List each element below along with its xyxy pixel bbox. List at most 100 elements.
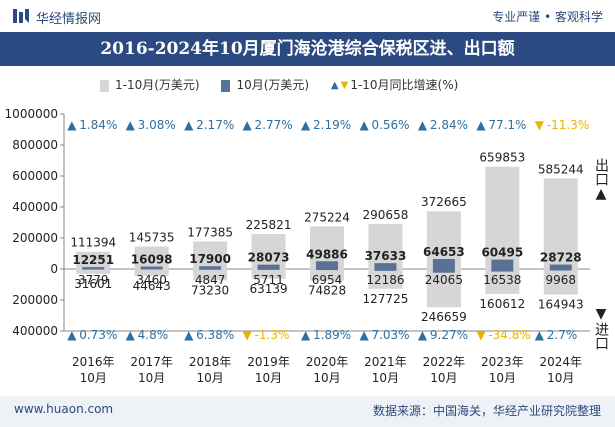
bar-import-month [140, 269, 163, 270]
bar-import-month [82, 269, 105, 270]
bar-export-month [199, 266, 222, 269]
legend-swatch-cum [100, 79, 109, 92]
label-import-month: 6954 [312, 273, 343, 287]
import-growth-label: 9.27% [430, 328, 468, 342]
x-tick-label-month: 10月 [313, 371, 340, 385]
x-tick-label-year: 2017年 [130, 355, 173, 369]
bar-export-cum [251, 233, 286, 269]
bar-export-cum [76, 251, 111, 269]
x-tick-label-month: 10月 [138, 371, 165, 385]
website-link[interactable]: www.huaon.com [14, 402, 114, 416]
logo-icon [13, 9, 29, 23]
label-export-cum: 372665 [421, 195, 467, 209]
y-tick-label: 200000 [12, 293, 58, 307]
x-tick-label-month: 10月 [489, 371, 516, 385]
label-export-month: 16098 [131, 253, 173, 267]
bar-export-cum [193, 241, 228, 269]
tagline: 专业严谨 • 客观科学 [492, 10, 603, 24]
export-growth-label: -11.3% [547, 118, 589, 132]
import-growth-label: 0.73% [79, 328, 117, 342]
import-growth-down-icon: ▼ [243, 328, 253, 342]
label-import-cum: 31601 [74, 277, 112, 291]
bar-export-month [374, 263, 397, 269]
y-tick-label: 400000 [12, 200, 58, 214]
export-growth-label: 2.84% [430, 118, 468, 132]
import-growth-label: 6.38% [196, 328, 234, 342]
bar-export-month [82, 267, 105, 269]
bar-export-month [316, 261, 338, 269]
label-export-cum: 225821 [246, 218, 292, 232]
x-tick-label-year: 2022年 [423, 355, 466, 369]
import-label: 进口 [593, 322, 609, 350]
bar-import-cum [543, 269, 578, 295]
legend: 1-10月(万美元) 10月(万美元) ▲ ▼ 1-10月同比增速(%) [100, 76, 476, 94]
data-source: 数据来源：中国海关，华经产业研究院整理 [372, 404, 601, 418]
brand-name: 华经情报网 [36, 12, 102, 27]
import-arrow-icon: ▼ [595, 306, 607, 322]
bar-import-month [549, 269, 572, 271]
chart-plot: 400000 200000 0 200000 400000 600000 800000 100… [5, 107, 590, 385]
label-import-cum: 44643 [133, 279, 171, 293]
label-import-month: 16538 [483, 273, 521, 287]
import-growth-label: -34.8% [488, 328, 530, 342]
bar-import-cum [134, 269, 169, 276]
x-tick-label-year: 2021年 [364, 355, 407, 369]
import-growth-up-icon: ▲ [184, 328, 194, 342]
bar-import-month [432, 269, 455, 273]
label-export-month: 37633 [365, 249, 407, 263]
import-growth-down-icon: ▼ [476, 328, 486, 342]
title-band [0, 32, 615, 66]
bar-import-cum [426, 269, 461, 308]
export-growth-label: 3.08% [138, 118, 176, 132]
export-growth-down-icon: ▼ [535, 118, 545, 132]
label-import-month: 9968 [546, 273, 577, 287]
label-export-month: 64653 [423, 245, 465, 259]
import-growth-up-icon: ▲ [535, 328, 545, 342]
export-side-label: 出口 ▲ [593, 158, 609, 202]
export-growth-label: 2.17% [196, 118, 234, 132]
bar-import-month [199, 269, 222, 270]
chart-title: 2016-2024年10月厦门海沧港综合保税区进、出口额 [100, 39, 515, 59]
footer-band [0, 396, 615, 427]
bar-import-cum [310, 269, 344, 281]
x-tick-label-month: 10月 [80, 371, 107, 385]
bar-export-month [491, 259, 514, 269]
bar-import-cum [76, 269, 111, 274]
import-growth-up-icon: ▲ [126, 328, 136, 342]
label-import-cum: 63139 [249, 282, 287, 296]
import-side-label: ▼ 进口 [593, 306, 609, 350]
y-tick-label: 0 [50, 262, 58, 276]
import-growth-label: 7.03% [371, 328, 409, 342]
label-export-month: 49886 [306, 247, 348, 261]
label-import-month: 3460 [136, 273, 167, 287]
legend-item-month: 10月(万美元) [221, 76, 309, 93]
x-tick-label-month: 10月 [430, 371, 457, 385]
bar-export-cum [368, 223, 403, 269]
import-growth-label: 4.8% [138, 328, 169, 342]
label-import-month: 3779 [78, 273, 109, 287]
export-growth-up-icon: ▲ [184, 118, 194, 132]
x-tick-label-year: 2020年 [306, 355, 349, 369]
y-tick-label: 600000 [12, 169, 58, 183]
label-export-month: 28073 [248, 251, 290, 265]
export-growth-up-icon: ▲ [126, 118, 136, 132]
export-growth-up-icon: ▲ [476, 118, 486, 132]
bar-import-month [316, 269, 338, 271]
label-import-cum: 74828 [308, 284, 346, 298]
label-import-cum: 127725 [363, 292, 409, 306]
bar-import-month [374, 269, 397, 271]
label-import-month: 4847 [195, 273, 226, 287]
top-bar: 华经情报网 专业严谨 • 客观科学 [0, 0, 615, 32]
label-export-month: 28728 [540, 251, 582, 265]
label-import-cum: 73230 [191, 283, 229, 297]
x-tick-label-month: 10月 [547, 371, 574, 385]
x-tick-label-month: 10月 [372, 371, 399, 385]
export-arrow-icon: ▲ [595, 186, 607, 202]
import-growth-up-icon: ▲ [67, 328, 77, 342]
bar-export-cum [134, 246, 169, 269]
label-export-month: 60495 [481, 246, 523, 260]
x-tick-label-year: 2019年 [247, 355, 290, 369]
x-tick-label-year: 2024年 [540, 355, 583, 369]
export-growth-label: 77.1% [488, 118, 526, 132]
label-export-month: 12251 [72, 253, 114, 267]
